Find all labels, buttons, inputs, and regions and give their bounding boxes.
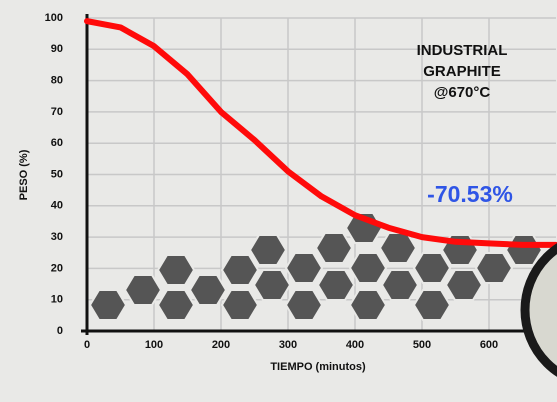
y-tick-label: 20	[51, 262, 63, 274]
y-tick-label: 70	[51, 106, 63, 118]
y-tick-label: 50	[51, 168, 63, 180]
x-tick-label: 300	[279, 339, 297, 351]
y-tick-label: 90	[51, 43, 63, 55]
y-tick-label: 30	[51, 231, 63, 243]
x-tick-label: 100	[145, 339, 163, 351]
x-tick-label: 500	[413, 339, 431, 351]
y-tick-label: 80	[51, 75, 63, 87]
y-axis-label: PESO (%)	[18, 149, 30, 200]
y-tick-label: 40	[51, 200, 63, 212]
y-tick-label: 60	[51, 137, 63, 149]
annotation: @670°C	[434, 84, 491, 101]
x-tick-label: 600	[480, 339, 498, 351]
y-tick-label: 0	[57, 325, 63, 337]
x-tick-label: 400	[346, 339, 364, 351]
y-tick-label: 10	[51, 294, 63, 306]
change-label: -70.53%	[427, 181, 513, 207]
x-tick-label: 0	[84, 339, 90, 351]
annotation: INDUSTRIAL	[417, 42, 508, 59]
x-tick-label: 200	[212, 339, 230, 351]
annotation: GRAPHITE	[423, 63, 501, 80]
x-axis-label: TIEMPO (minutos)	[270, 361, 366, 373]
chart: INDUSTRIAL GRAPHITE @670°C -70.53% TIEMP…	[0, 0, 557, 402]
y-tick-label: 100	[45, 12, 63, 24]
